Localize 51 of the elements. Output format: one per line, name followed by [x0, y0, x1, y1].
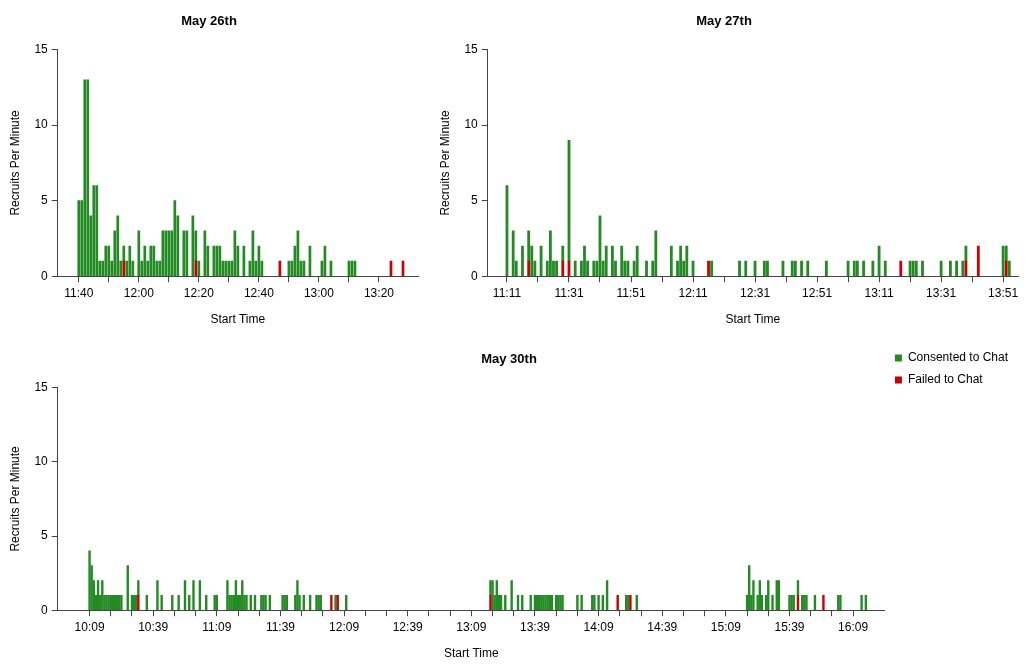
x-tick-label: 16:09: [838, 619, 869, 634]
chart-title: May 30th: [481, 351, 537, 367]
x-tick-label: 13:00: [303, 285, 335, 300]
x-tick-label: 13:11: [864, 285, 894, 300]
x-tick-label: 11:39: [265, 619, 296, 634]
y-tick-label: 0: [471, 268, 479, 283]
x-tick-label: 12:00: [123, 285, 155, 300]
x-tick-label: 12:11: [678, 285, 708, 300]
x-tick-label: 12:40: [243, 285, 275, 300]
x-tick-label: 10:39: [138, 619, 169, 634]
legend-label: Failed to Chat: [907, 372, 984, 387]
x-tick-label: 10:09: [74, 619, 105, 634]
x-tick-label: 13:31: [926, 285, 957, 300]
y-tick-label: 5: [41, 528, 49, 543]
x-tick-label: 15:39: [774, 619, 805, 634]
x-tick-label: 11:51: [616, 285, 646, 300]
x-tick-label: 14:09: [583, 619, 614, 634]
x-tick-label: 13:09: [456, 619, 487, 634]
x-tick-label: 15:09: [710, 619, 742, 634]
y-tick-label: 0: [41, 268, 49, 283]
y-tick-label: 0: [41, 602, 49, 617]
y-tick-label: 15: [464, 41, 479, 56]
x-tick-label: 13:20: [363, 285, 395, 300]
x-tick-label: 12:51: [802, 285, 833, 300]
x-tick-label: 12:09: [329, 619, 360, 634]
x-tick-label: 11:40: [64, 285, 94, 300]
x-tick-label: 11:11: [492, 285, 522, 300]
y-tick-label: 10: [34, 454, 49, 469]
y-axis-title: Recruits Per Minute: [7, 109, 22, 216]
x-axis-title: Start Time: [444, 646, 499, 661]
x-tick-label: 13:39: [519, 619, 551, 634]
x-axis-title: Start Time: [210, 312, 266, 327]
y-axis-title: Recruits Per Minute: [437, 109, 452, 216]
x-tick-label: 11:31: [554, 285, 584, 300]
x-tick-label: 12:39: [392, 619, 424, 634]
chart-title: May 26th: [181, 13, 237, 29]
y-tick-label: 15: [34, 41, 49, 56]
x-tick-label: 13:51: [988, 285, 1019, 300]
y-tick-label: 5: [471, 192, 479, 207]
legend-label: Consented to Chat: [907, 350, 1009, 365]
y-tick-label: 5: [41, 192, 49, 207]
x-axis-title: Start Time: [725, 312, 781, 327]
y-tick-label: 15: [34, 379, 49, 394]
x-tick-label: 12:20: [183, 285, 215, 300]
x-tick-label: 14:39: [647, 619, 678, 634]
x-tick-label: 12:31: [740, 285, 771, 300]
y-tick-label: 10: [34, 117, 49, 132]
chart-title: May 27th: [696, 13, 752, 29]
x-tick-label: 11:09: [202, 619, 232, 634]
y-axis-title: Recruits Per Minute: [7, 445, 22, 552]
y-tick-label: 10: [464, 117, 479, 132]
